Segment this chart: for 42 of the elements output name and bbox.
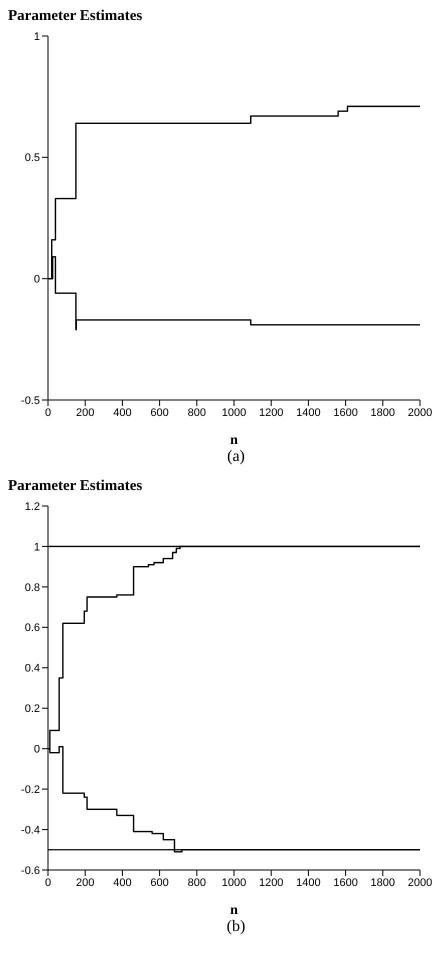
x-tick-label: 2000 bbox=[408, 406, 432, 419]
y-tick-label: 0.4 bbox=[24, 662, 40, 675]
x-tick-label: 2000 bbox=[408, 876, 432, 889]
x-tick-label: 600 bbox=[150, 876, 169, 889]
x-tick-label: 1400 bbox=[296, 876, 321, 889]
y-tick-label: 1 bbox=[34, 30, 40, 43]
y-tick-label: -0.6 bbox=[21, 864, 40, 877]
x-tick-label: 1600 bbox=[333, 406, 358, 419]
x-tick-label: 0 bbox=[44, 406, 52, 419]
x-tick-label: 0 bbox=[44, 876, 52, 889]
x-tick-label: 800 bbox=[188, 406, 206, 419]
y-tick-label: -0.2 bbox=[21, 784, 40, 796]
y-tick-label: -0.5 bbox=[21, 394, 40, 407]
y-tick-label: 1 bbox=[34, 541, 40, 554]
x-tick-label: 1000 bbox=[222, 406, 246, 419]
x-axis-title: n bbox=[230, 433, 238, 448]
y-tick-label: 0.2 bbox=[24, 703, 40, 716]
x-tick-label: 1800 bbox=[370, 406, 396, 419]
y-tick-label: 0.8 bbox=[24, 582, 40, 594]
y-tick-label: -0.4 bbox=[21, 824, 40, 836]
x-tick-label: 200 bbox=[76, 406, 94, 419]
x-tick-label: 400 bbox=[113, 876, 132, 889]
text: (a) bbox=[226, 448, 246, 466]
x-tick-label: 400 bbox=[113, 406, 132, 419]
x-tick-label: 600 bbox=[150, 406, 169, 419]
x-tick-label: 1200 bbox=[258, 876, 284, 889]
x-tick-label: 200 bbox=[76, 876, 94, 889]
x-tick-label: 1400 bbox=[296, 406, 321, 419]
x-tick-label: 1200 bbox=[258, 406, 284, 419]
y-tick-label: 0 bbox=[34, 744, 40, 756]
x-tick-label: 800 bbox=[188, 876, 206, 889]
text: (b) bbox=[226, 918, 246, 936]
y-tick-label: 0 bbox=[34, 274, 40, 286]
y-tick-label: 0.5 bbox=[24, 152, 40, 164]
y-tick-label: 1.2 bbox=[24, 500, 40, 513]
x-axis-title: n bbox=[230, 903, 238, 918]
x-tick-label: 1800 bbox=[370, 876, 396, 889]
x-tick-label: 1600 bbox=[333, 876, 358, 889]
chart-title: Parameter Estimates bbox=[8, 478, 144, 496]
x-tick-label: 1000 bbox=[222, 876, 246, 889]
chart-title: Parameter Estimates bbox=[8, 8, 144, 26]
y-tick-label: 0.6 bbox=[24, 622, 40, 634]
